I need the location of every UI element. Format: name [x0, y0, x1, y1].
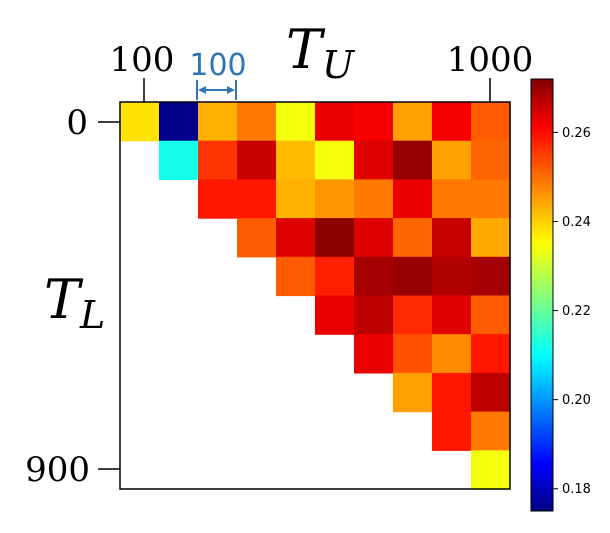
heatmap-cell-r7-c8: [432, 372, 472, 413]
heatmap-cell-r7-c7: [393, 372, 433, 413]
heatmap-cell-r0-c6: [354, 102, 394, 142]
heatmap-cell-r2-c8: [432, 179, 472, 219]
heatmap-cell-r3-c8: [432, 218, 472, 258]
heatmap-cell-r5-c8: [432, 295, 472, 335]
colorbar: [530, 78, 554, 512]
heatmap-cell-r3-c6: [354, 218, 394, 258]
heatmap-cell-r0-c7: [393, 102, 433, 142]
heatmap-cell-r4-c5: [315, 256, 355, 297]
heatmap-cell-r5-c6: [354, 295, 394, 335]
heatmap-cell-r2-c2: [198, 179, 238, 219]
y-tick-label-900: 900: [25, 450, 90, 490]
y-axis-title-sub: L: [79, 293, 105, 337]
x-axis-title-sub: U: [322, 43, 356, 87]
heatmap-cell-r4-c8: [432, 256, 472, 297]
x-axis-title: TU: [286, 18, 356, 87]
heatmap-cell-r1-c5: [315, 140, 355, 180]
heatmap-cell-r6-c8: [432, 334, 472, 374]
heatmap-cell-r0-c4: [276, 102, 316, 142]
heatmap-cell-r3-c3: [237, 218, 277, 258]
step-annotation-arrow: [196, 80, 237, 100]
heatmap-cell-r0-c8: [432, 102, 472, 142]
heatmap-cell-r4-c6: [354, 256, 394, 297]
heatmap-cell-r1-c4: [276, 140, 316, 180]
x-axis-title-main: T: [286, 18, 326, 81]
step-annotation-label: 100: [189, 48, 246, 83]
heatmap-cell-r0-c5: [315, 102, 355, 142]
colorbar-ticks: 0.18 0.20 0.22 0.24 0.26: [553, 126, 591, 497]
heatmap-cell-r1-c1: [159, 140, 199, 180]
heatmap-cell-r1-c2: [198, 140, 238, 180]
heatmap-cell-r0-c0: [120, 102, 160, 142]
heatmap-cells: [120, 102, 511, 490]
heatmap-cell-r0-c2: [198, 102, 238, 142]
heatmap-cell-r4-c9: [471, 256, 511, 297]
colorbar-tick-label-1: 0.20: [562, 393, 591, 408]
heatmap-cell-r1-c9: [471, 140, 511, 180]
heatmap-cell-r1-c7: [393, 140, 433, 180]
heatmap-cell-r1-c6: [354, 140, 394, 180]
x-tick-label-1000: 1000: [447, 40, 534, 80]
heatmap-cell-r6-c7: [393, 334, 433, 374]
y-tick-label-0: 0: [66, 103, 88, 143]
heatmap-cell-r5-c7: [393, 295, 433, 335]
plot-frame: [119, 101, 511, 490]
heatmap-cell-r1-c8: [432, 140, 472, 180]
heatmap-cell-r5-c5: [315, 295, 355, 335]
heatmap-cell-r0-c1: [159, 102, 199, 142]
heatmap-cell-r9-c9: [471, 450, 511, 490]
heatmap-cell-r2-c7: [393, 179, 433, 219]
heatmap-cell-r4-c7: [393, 256, 433, 297]
heatmap-cell-r1-c3: [237, 140, 277, 180]
heatmap-cell-r6-c9: [471, 334, 511, 374]
heatmap-cell-r2-c4: [276, 179, 316, 219]
y-axis-title: TL: [44, 268, 105, 337]
heatmap-cell-r8-c9: [471, 411, 511, 451]
heatmap-cell-r2-c3: [237, 179, 277, 219]
heatmap-cell-r0-c9: [471, 102, 511, 142]
heatmap-cell-r3-c5: [315, 218, 355, 258]
colorbar-tick-label-2: 0.22: [562, 304, 591, 319]
colorbar-tick-label-3: 0.24: [562, 215, 591, 230]
heatmap-cell-r2-c5: [315, 179, 355, 219]
heatmap-cell-r2-c9: [471, 179, 511, 219]
heatmap-cell-r5-c9: [471, 295, 511, 335]
heatmap-cell-r4-c4: [276, 256, 316, 297]
heatmap-cell-r7-c9: [471, 372, 511, 413]
heatmap-cell-r8-c8: [432, 411, 472, 451]
colorbar-tick-label-4: 0.26: [562, 126, 591, 141]
heatmap-cell-r3-c4: [276, 218, 316, 258]
heatmap-cell-r0-c3: [237, 102, 277, 142]
y-axis-title-main: T: [44, 268, 84, 331]
heatmap-cell-r2-c6: [354, 179, 394, 219]
heatmap-cell-r6-c6: [354, 334, 394, 374]
colorbar-tick-label-0: 0.18: [562, 482, 591, 497]
x-tick-label-100: 100: [110, 40, 175, 80]
heatmap-cell-r3-c9: [471, 218, 511, 258]
heatmap-cell-r3-c7: [393, 218, 433, 258]
